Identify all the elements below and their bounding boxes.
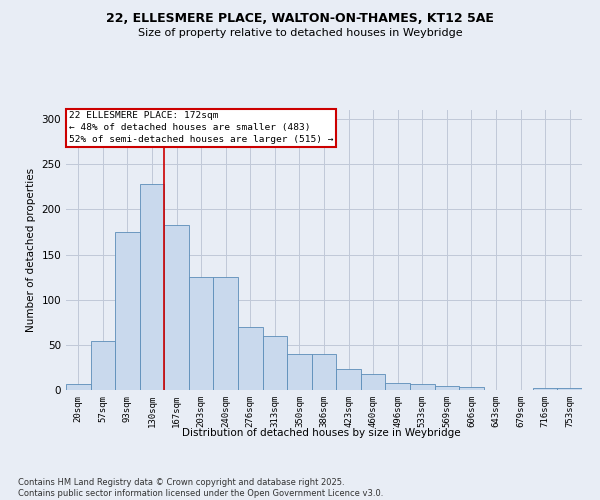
- Bar: [214, 277, 238, 390]
- Bar: [557, 388, 582, 390]
- Bar: [91, 341, 115, 390]
- Bar: [115, 232, 140, 390]
- Bar: [459, 388, 484, 390]
- Bar: [189, 277, 214, 390]
- Bar: [287, 354, 312, 390]
- Text: Distribution of detached houses by size in Weybridge: Distribution of detached houses by size …: [182, 428, 460, 438]
- Text: Size of property relative to detached houses in Weybridge: Size of property relative to detached ho…: [137, 28, 463, 38]
- Y-axis label: Number of detached properties: Number of detached properties: [26, 168, 36, 332]
- Bar: [434, 386, 459, 390]
- Bar: [238, 327, 263, 390]
- Bar: [164, 224, 189, 390]
- Text: 22 ELLESMERE PLACE: 172sqm
← 48% of detached houses are smaller (483)
52% of sem: 22 ELLESMERE PLACE: 172sqm ← 48% of deta…: [68, 112, 333, 144]
- Bar: [410, 384, 434, 390]
- Bar: [385, 383, 410, 390]
- Bar: [66, 384, 91, 390]
- Bar: [263, 336, 287, 390]
- Bar: [361, 374, 385, 390]
- Bar: [140, 184, 164, 390]
- Text: Contains HM Land Registry data © Crown copyright and database right 2025.
Contai: Contains HM Land Registry data © Crown c…: [18, 478, 383, 498]
- Text: 22, ELLESMERE PLACE, WALTON-ON-THAMES, KT12 5AE: 22, ELLESMERE PLACE, WALTON-ON-THAMES, K…: [106, 12, 494, 26]
- Bar: [312, 354, 336, 390]
- Bar: [336, 369, 361, 390]
- Bar: [533, 388, 557, 390]
